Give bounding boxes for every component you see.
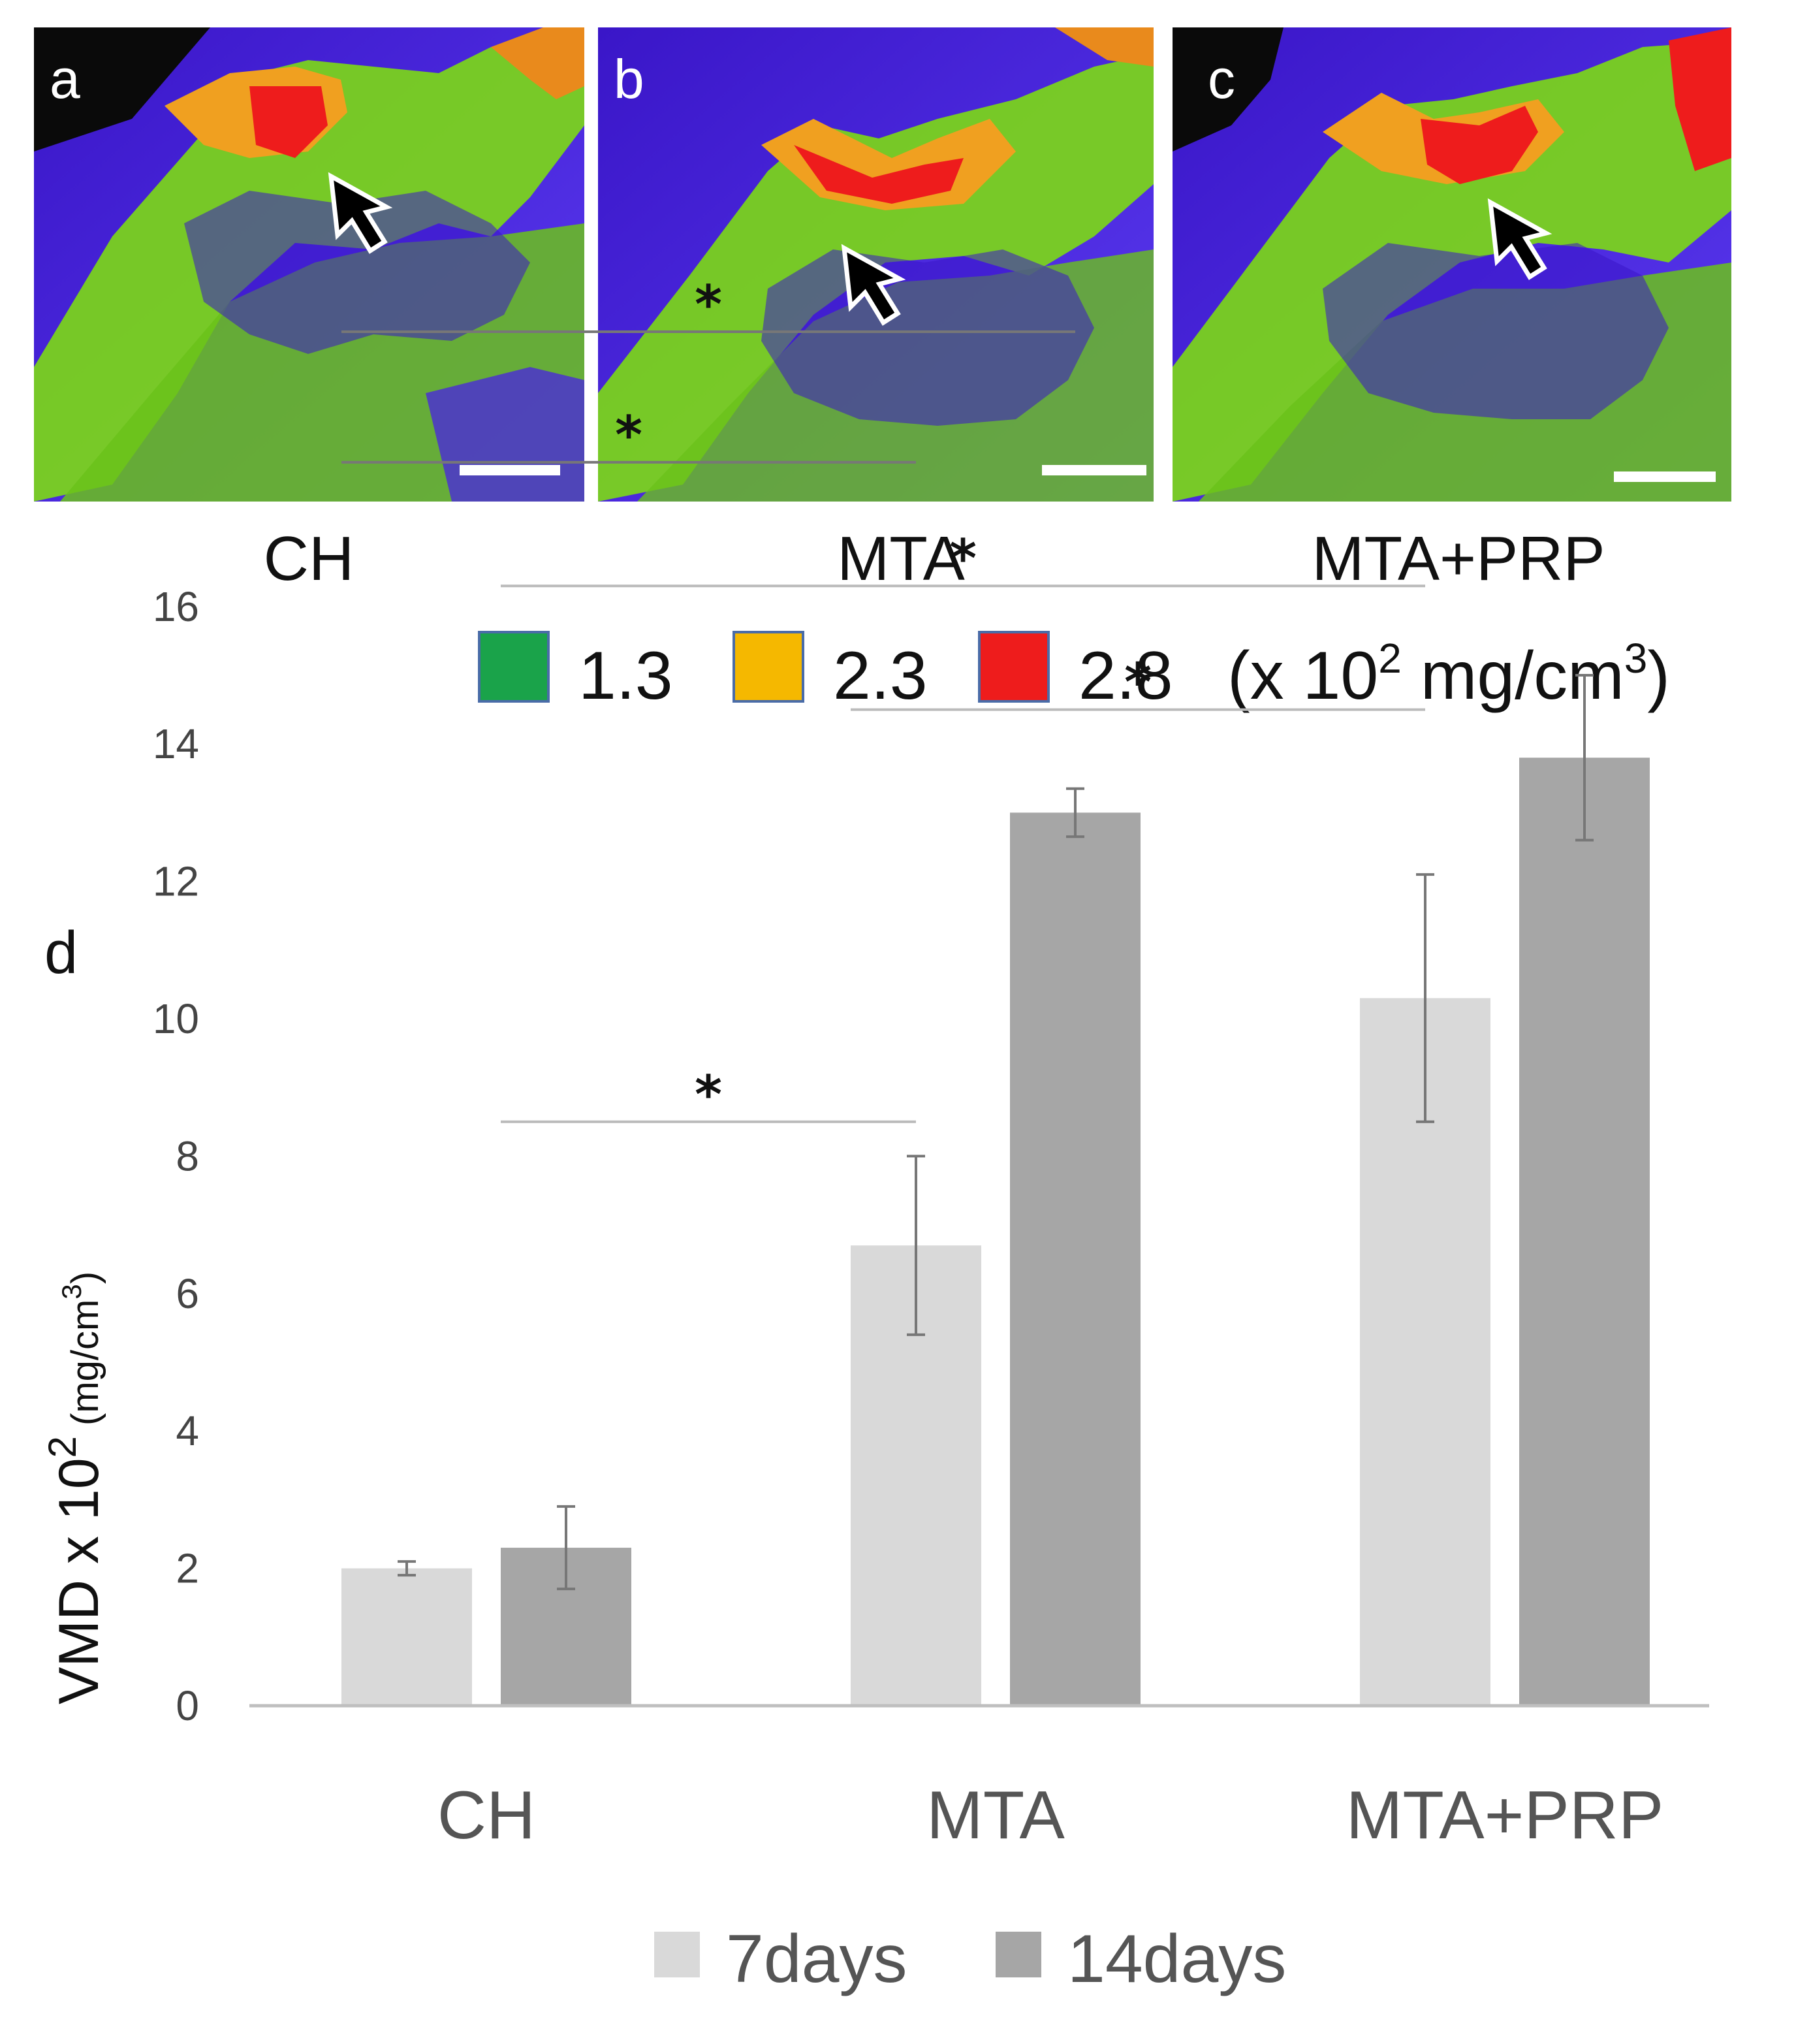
- bar-mta-prp-14days: [1519, 758, 1650, 1706]
- error-bar: [557, 1505, 575, 1591]
- y-tick-label-14: 14: [153, 720, 199, 767]
- scale-bar: [1042, 465, 1146, 475]
- significance-star-5: *: [695, 1064, 722, 1125]
- legend-label-14days: 14days: [1067, 1921, 1286, 1997]
- density-legend: 1.3 2.3 2.8 (x 102 mg/cm3): [478, 631, 1670, 714]
- y-axis-label: VMD x 102 (mg/cm3): [40, 1271, 110, 1704]
- bar-ch-7days: [341, 1568, 472, 1706]
- significance-star-3: *: [949, 528, 977, 589]
- error-bar: [907, 1155, 925, 1336]
- x-category-label-1: CH: [437, 1778, 535, 1853]
- legend-value-3: 2.8: [1079, 638, 1173, 714]
- significance-star-2: *: [615, 405, 642, 466]
- bar-mta-14days: [1010, 812, 1141, 1706]
- error-bar: [1066, 787, 1084, 838]
- legend-value-2: 2.3: [833, 638, 928, 714]
- panel-letter-d: d: [44, 919, 78, 986]
- panel-a: a: [34, 27, 584, 502]
- x-category-label-2: MTA: [926, 1778, 1065, 1853]
- error-bar: [1416, 873, 1434, 1123]
- caption-mta: MTA: [837, 524, 965, 594]
- panel-letter-b: b: [614, 48, 644, 110]
- y-tick-label-12: 12: [153, 858, 199, 905]
- significance-star-1: *: [695, 274, 722, 335]
- panel-c: c: [1173, 27, 1731, 502]
- legend-label-7days: 7days: [726, 1921, 907, 1997]
- legend-swatch-7days: [654, 1932, 700, 1977]
- caption-ch: CH: [264, 524, 354, 594]
- scale-bar: [460, 465, 560, 475]
- panel-letter-c: c: [1208, 48, 1235, 110]
- y-tick-label-2: 2: [176, 1545, 199, 1592]
- y-tick-label-10: 10: [153, 995, 199, 1042]
- significance-star-4: *: [1124, 652, 1152, 713]
- caption-mta-prp: MTA+PRP: [1312, 524, 1605, 594]
- arrow-icon: [328, 172, 393, 254]
- panel-letter-a: a: [50, 48, 80, 110]
- y-tick-label-4: 4: [176, 1407, 199, 1454]
- scale-bar: [1614, 471, 1716, 482]
- bar-chart: d VMD x 102 (mg/cm3) 0 2 4 6 8 10 12 14 16 * * * * *…: [40, 274, 1709, 1997]
- arrow-icon: [1487, 198, 1552, 280]
- y-tick-label-16: 16: [153, 583, 199, 630]
- arrow-icon: [841, 244, 906, 326]
- y-tick-label-6: 6: [176, 1270, 199, 1317]
- y-tick-label-0: 0: [176, 1682, 199, 1729]
- legend-swatch-3: [978, 631, 1050, 703]
- legend-swatch-2: [733, 631, 804, 703]
- x-category-label-3: MTA+PRP: [1346, 1778, 1663, 1853]
- legend-value-1: 1.3: [578, 638, 673, 714]
- y-tick-label-8: 8: [176, 1132, 199, 1179]
- legend-swatch-14days: [996, 1932, 1041, 1977]
- error-bar: [1575, 674, 1594, 842]
- legend-swatch-1: [478, 631, 550, 703]
- error-bar: [398, 1560, 416, 1577]
- legend-unit: (x 102 mg/cm3): [1227, 635, 1670, 714]
- panel-b: b: [598, 27, 1154, 502]
